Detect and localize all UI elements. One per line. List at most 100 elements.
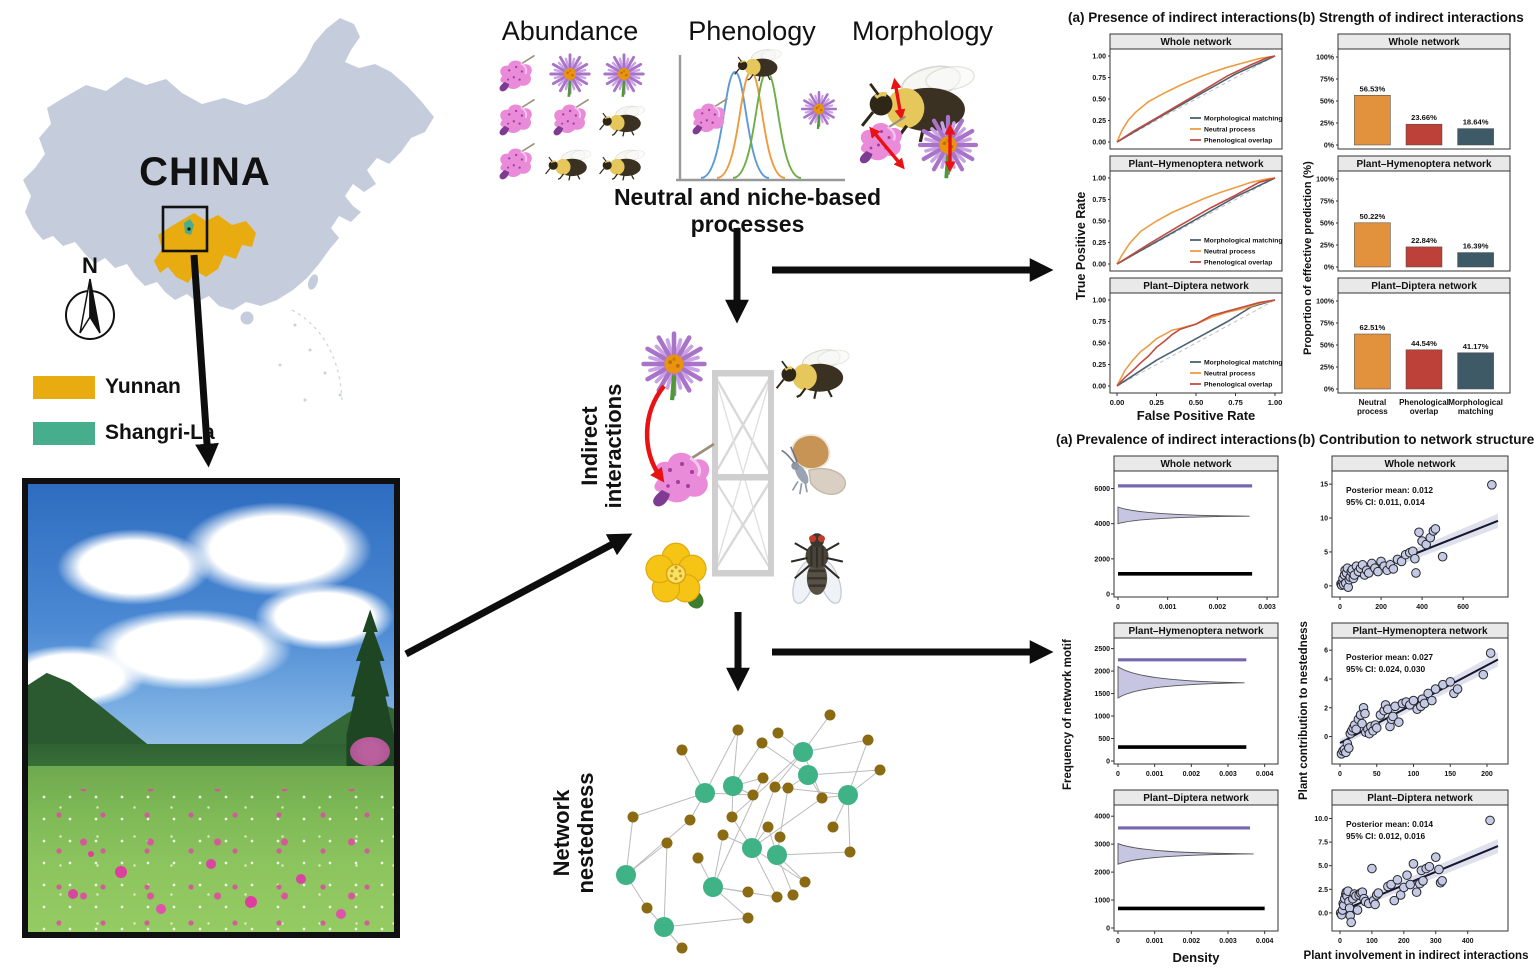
phenology-curve-green bbox=[732, 71, 802, 179]
svg-text:75%: 75% bbox=[1320, 77, 1335, 84]
shangrila-swatch bbox=[33, 421, 95, 445]
svg-text:0: 0 bbox=[1324, 734, 1328, 741]
strength-title: (b) Strength of indirect interactions bbox=[1298, 10, 1524, 25]
study-area-box bbox=[161, 205, 209, 253]
svg-text:75%: 75% bbox=[1320, 199, 1335, 206]
svg-text:Neutral: Neutral bbox=[1359, 398, 1387, 407]
south-sea-dashed-line bbox=[291, 309, 343, 401]
phenology-axes bbox=[676, 55, 845, 182]
indirect-effect-arrow bbox=[644, 384, 666, 483]
svg-text:25%: 25% bbox=[1320, 365, 1335, 372]
svg-text:0.50: 0.50 bbox=[1092, 219, 1106, 226]
svg-text:2000: 2000 bbox=[1094, 556, 1110, 563]
orchid-flower-icon bbox=[498, 54, 536, 93]
svg-text:62.51%: 62.51% bbox=[1360, 323, 1386, 332]
orchid-flower-icon bbox=[498, 98, 536, 137]
svg-text:Plant–Hymenoptera network: Plant–Hymenoptera network bbox=[1352, 626, 1487, 637]
svg-text:6: 6 bbox=[1324, 648, 1328, 655]
svg-text:5.0: 5.0 bbox=[1318, 863, 1328, 870]
svg-text:0.0: 0.0 bbox=[1318, 910, 1328, 917]
svg-text:2000: 2000 bbox=[1094, 669, 1110, 676]
morphology-title: Morphology bbox=[851, 16, 994, 46]
svg-text:7.5: 7.5 bbox=[1318, 840, 1328, 847]
svg-text:500: 500 bbox=[1098, 736, 1110, 743]
svg-text:Neutral process: Neutral process bbox=[1204, 371, 1256, 378]
svg-text:0.002: 0.002 bbox=[1183, 771, 1201, 778]
svg-text:95% CI: 0.011, 0.014: 95% CI: 0.011, 0.014 bbox=[1346, 497, 1425, 507]
country-label: CHINA bbox=[139, 150, 271, 194]
prevalence-panels: Whole network 0 2000 4000 6000 0 0.001 0.002 0.0… bbox=[1094, 455, 1279, 945]
svg-text:0%: 0% bbox=[1324, 265, 1335, 272]
bee-icon bbox=[733, 46, 783, 82]
hainan-island bbox=[240, 311, 254, 325]
svg-text:Posterior mean: 0.027: Posterior mean: 0.027 bbox=[1346, 652, 1433, 662]
svg-text:0.50: 0.50 bbox=[1092, 341, 1106, 348]
svg-text:25%: 25% bbox=[1320, 121, 1335, 128]
svg-text:1.00: 1.00 bbox=[1092, 298, 1106, 305]
cloud bbox=[181, 501, 373, 596]
svg-text:Posterior mean: 0.012: Posterior mean: 0.012 bbox=[1346, 485, 1433, 495]
svg-text:400: 400 bbox=[1462, 938, 1474, 945]
trait-arrow bbox=[869, 126, 905, 170]
china-map: CHINA N bbox=[23, 18, 434, 402]
svg-text:0.00: 0.00 bbox=[1110, 398, 1125, 407]
svg-text:0.002: 0.002 bbox=[1183, 938, 1201, 945]
svg-text:0: 0 bbox=[1116, 938, 1120, 945]
svg-text:Whole network: Whole network bbox=[1160, 37, 1232, 48]
svg-text:5: 5 bbox=[1324, 549, 1328, 556]
svg-text:200: 200 bbox=[1375, 604, 1387, 611]
svg-text:18.64%: 18.64% bbox=[1463, 118, 1489, 127]
svg-text:0: 0 bbox=[1106, 592, 1110, 599]
svg-text:50%: 50% bbox=[1320, 99, 1335, 106]
phenology-plot bbox=[676, 46, 845, 182]
svg-text:Posterior mean: 0.014: Posterior mean: 0.014 bbox=[1346, 819, 1433, 829]
svg-text:Plant–Diptera network: Plant–Diptera network bbox=[1371, 281, 1477, 292]
svg-text:0: 0 bbox=[1338, 604, 1342, 611]
svg-text:0.50: 0.50 bbox=[1092, 97, 1106, 104]
prevalence-chart-group: (a) Prevalence of indirect interactions … bbox=[1056, 432, 1298, 971]
svg-text:Whole network: Whole network bbox=[1160, 459, 1232, 470]
svg-text:0: 0 bbox=[1338, 938, 1342, 945]
svg-text:Whole network: Whole network bbox=[1388, 37, 1460, 48]
svg-text:0.25: 0.25 bbox=[1092, 362, 1106, 369]
svg-text:Plant–Hymenoptera network: Plant–Hymenoptera network bbox=[1128, 626, 1263, 637]
butterfly-icon bbox=[780, 433, 847, 496]
svg-text:10: 10 bbox=[1320, 516, 1328, 523]
svg-text:0.003: 0.003 bbox=[1219, 938, 1237, 945]
svg-text:1000: 1000 bbox=[1094, 898, 1110, 905]
strength-chart-group: (b) Strength of indirect interactions Pr… bbox=[1298, 10, 1534, 430]
presence-xlabel: False Positive Rate bbox=[1136, 408, 1256, 423]
svg-text:22.84%: 22.84% bbox=[1411, 236, 1437, 245]
svg-text:0.75: 0.75 bbox=[1228, 398, 1243, 407]
svg-text:16.39%: 16.39% bbox=[1463, 242, 1489, 251]
processes-caption: Neutral and niche-based processes bbox=[613, 184, 882, 237]
contribution-xlabel: Plant involvement in indirect interactio… bbox=[1303, 950, 1529, 962]
svg-text:Plant–Hymenoptera network: Plant–Hymenoptera network bbox=[1128, 159, 1263, 170]
svg-text:Plant–Diptera network: Plant–Diptera network bbox=[1367, 793, 1473, 804]
svg-text:2000: 2000 bbox=[1094, 870, 1110, 877]
svg-text:0.003: 0.003 bbox=[1219, 771, 1237, 778]
svg-text:0.002: 0.002 bbox=[1209, 604, 1227, 611]
svg-text:0.75: 0.75 bbox=[1092, 319, 1106, 326]
foreground-flowers bbox=[88, 851, 94, 858]
morphology-panel bbox=[858, 44, 1018, 199]
svg-text:0.001: 0.001 bbox=[1146, 771, 1164, 778]
legend-item-yunnan: Yunnan bbox=[33, 375, 181, 399]
aster-flower-icon bbox=[549, 53, 591, 98]
legend-item-shangrila: Shangri-La bbox=[33, 421, 215, 445]
study-site-dot bbox=[187, 227, 191, 231]
svg-text:50.22%: 50.22% bbox=[1360, 212, 1386, 221]
svg-text:0.00: 0.00 bbox=[1092, 384, 1106, 391]
aster-flower-icon bbox=[800, 90, 838, 130]
svg-text:50%: 50% bbox=[1320, 221, 1335, 228]
svg-text:2: 2 bbox=[1324, 705, 1328, 712]
aster-flower-icon bbox=[603, 53, 645, 98]
svg-text:Plant–Hymenoptera network: Plant–Hymenoptera network bbox=[1356, 159, 1491, 170]
phenology-title: Phenology bbox=[688, 16, 816, 46]
svg-text:0%: 0% bbox=[1324, 387, 1335, 394]
svg-text:0.004: 0.004 bbox=[1256, 771, 1274, 778]
svg-text:0: 0 bbox=[1116, 771, 1120, 778]
svg-text:Morphological matching: Morphological matching bbox=[1204, 238, 1283, 245]
presence-chart-group: (a) Presence of indirect interactions Tr… bbox=[1068, 10, 1304, 430]
